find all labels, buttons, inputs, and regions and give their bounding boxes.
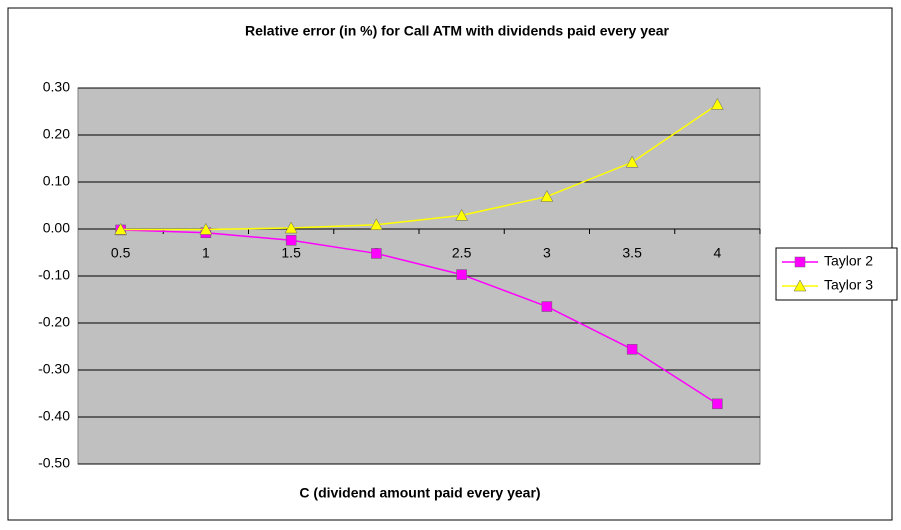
y-tick-label: 0.20	[43, 126, 70, 142]
marker	[114, 222, 128, 235]
marker	[626, 344, 638, 355]
chart-title: Relative error (in %) for Call ATM with …	[245, 23, 670, 39]
marker	[710, 97, 724, 110]
y-tick-label: -0.20	[38, 314, 70, 330]
x-tick-label: 1.5	[281, 245, 301, 261]
x-tick-label: 1	[202, 245, 210, 261]
series-line	[120, 103, 718, 231]
marker	[625, 155, 639, 168]
marker	[285, 235, 297, 246]
marker	[456, 269, 467, 280]
marker	[371, 248, 382, 259]
marker	[284, 221, 298, 234]
y-tick-label: 0.00	[43, 220, 70, 236]
x-tick-label: 2.5	[452, 245, 472, 261]
y-tick-label: -0.10	[38, 267, 70, 283]
marker	[712, 398, 723, 410]
marker	[540, 190, 554, 202]
legend-label: Taylor 2	[824, 253, 873, 269]
legend-marker	[793, 279, 807, 292]
x-tick-label: 3.5	[622, 245, 642, 261]
y-tick-label: -0.50	[38, 455, 70, 471]
y-tick-label: -0.40	[38, 408, 70, 424]
x-tick-label: 4	[713, 245, 721, 261]
marker	[455, 208, 469, 221]
y-tick-label: -0.30	[38, 361, 70, 377]
legend	[775, 247, 898, 301]
series-line	[120, 229, 718, 405]
legend-label: Taylor 3	[824, 277, 873, 293]
x-tick-label: 3	[543, 245, 551, 261]
marker	[541, 301, 553, 312]
x-tick-label: 0.5	[111, 245, 131, 261]
y-tick-label: 0.10	[43, 173, 70, 189]
marker	[199, 222, 213, 235]
x-axis-title: C (dividend amount paid every year)	[299, 485, 540, 501]
legend-marker	[794, 256, 806, 268]
y-tick-label: 0.30	[43, 79, 70, 95]
marker	[369, 218, 383, 231]
